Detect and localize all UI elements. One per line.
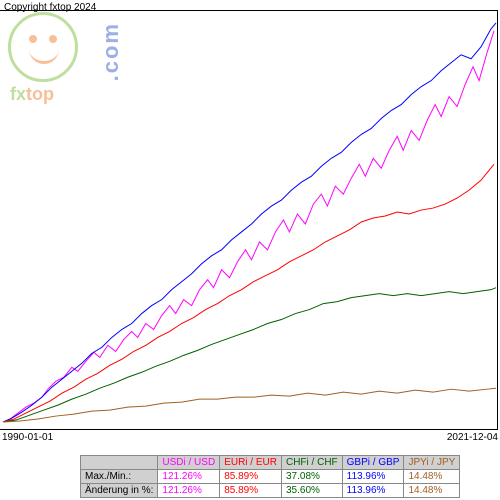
table-cell: 113.96% — [342, 484, 404, 498]
summary-table: USDi / USDEURi / EURCHFi / CHFGBPi / GBP… — [80, 455, 460, 498]
x-axis-start-label: 1990-01-01 — [2, 432, 53, 443]
table-corner — [81, 456, 158, 470]
table-cell: 121.26% — [158, 484, 220, 498]
chart-canvas — [0, 11, 497, 429]
series-line — [3, 288, 496, 422]
table-header: GBPi / GBP — [342, 456, 404, 470]
table-row: Max./Min.:121.26%85.89%37.08%113.96%14.4… — [81, 470, 460, 484]
table-header: JPYi / JPY — [404, 456, 460, 470]
row-label: Änderung in %: — [81, 484, 158, 498]
table-cell: 14.48% — [404, 484, 460, 498]
x-axis-end-label: 2021-12-04 — [447, 432, 498, 443]
table-cell: 121.26% — [158, 470, 220, 484]
table-header: CHFi / CHF — [281, 456, 342, 470]
line-chart — [0, 10, 498, 430]
series-line — [3, 164, 494, 422]
table-row: Änderung in %:121.26%85.89%35.60%113.96%… — [81, 484, 460, 498]
table-header-row: USDi / USDEURi / EURCHFi / CHFGBPi / GBP… — [81, 456, 460, 470]
table-cell: 85.89% — [220, 470, 282, 484]
table-cell: 37.08% — [281, 470, 342, 484]
series-line — [3, 23, 496, 422]
table-header: USDi / USD — [158, 456, 220, 470]
table-header: EURi / EUR — [220, 456, 282, 470]
table-cell: 113.96% — [342, 470, 404, 484]
table-cell: 14.48% — [404, 470, 460, 484]
series-line — [3, 388, 496, 422]
row-label: Max./Min.: — [81, 470, 158, 484]
table-cell: 85.89% — [220, 484, 282, 498]
table-cell: 35.60% — [281, 484, 342, 498]
